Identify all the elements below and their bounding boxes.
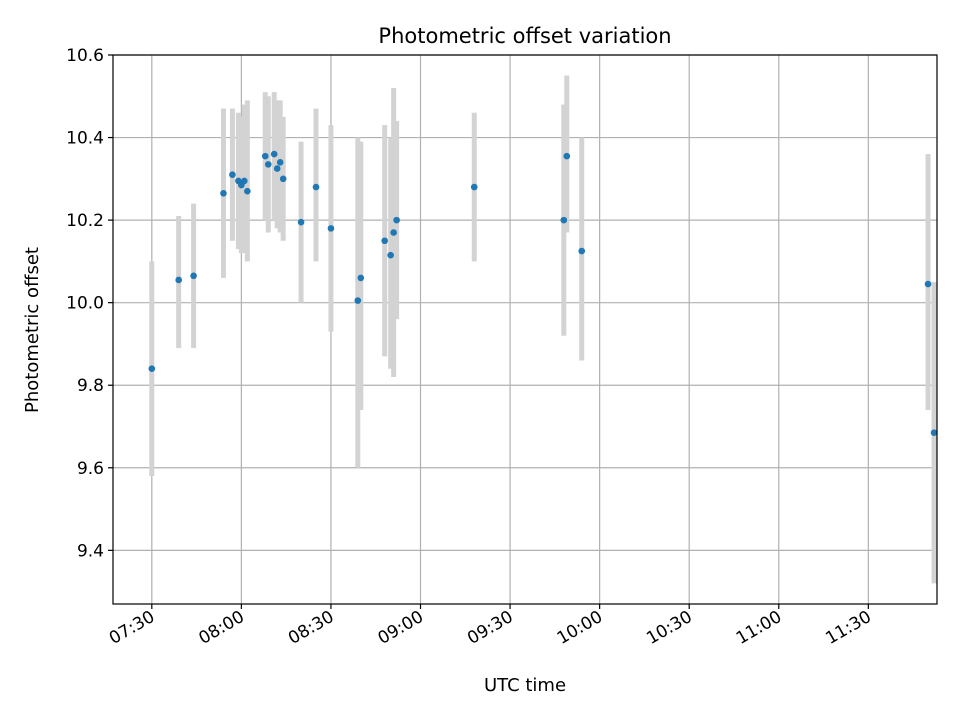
data-point bbox=[264, 161, 272, 168]
data-point bbox=[241, 177, 248, 185]
y-axis-label: Photometric offset bbox=[22, 247, 43, 413]
data-point bbox=[276, 159, 284, 166]
data-points bbox=[148, 150, 938, 436]
data-point bbox=[393, 216, 400, 224]
data-point bbox=[387, 251, 394, 259]
y-tick-label: 9.4 bbox=[77, 541, 104, 561]
x-axis-label: UTC time bbox=[484, 675, 566, 696]
data-point bbox=[273, 165, 281, 172]
data-point bbox=[270, 150, 278, 158]
data-point bbox=[390, 229, 397, 236]
y-tick-label: 10.0 bbox=[66, 294, 104, 314]
data-point bbox=[930, 429, 938, 436]
data-point bbox=[190, 272, 197, 280]
data-point bbox=[244, 187, 251, 195]
data-point bbox=[327, 225, 335, 232]
y-tick-label: 10.4 bbox=[66, 129, 104, 149]
y-tick-label: 9.8 bbox=[77, 376, 104, 396]
data-point bbox=[354, 297, 362, 304]
data-point bbox=[175, 276, 182, 284]
data-point bbox=[220, 189, 227, 197]
chart-title: Photometric offset variation bbox=[378, 24, 671, 48]
y-tick-label: 10.2 bbox=[66, 211, 104, 231]
data-point bbox=[279, 175, 287, 183]
data-point bbox=[261, 152, 269, 160]
data-point bbox=[578, 247, 586, 255]
data-point bbox=[563, 152, 571, 160]
data-point bbox=[297, 218, 305, 226]
y-axis-ticks: 9.4 9.6 9.8 10.0 10.2 10.4 10.6 bbox=[66, 46, 113, 561]
data-point bbox=[470, 183, 478, 191]
data-point bbox=[229, 171, 236, 179]
y-tick-label: 9.6 bbox=[77, 459, 104, 479]
y-tick-label: 10.6 bbox=[66, 46, 104, 66]
data-point bbox=[381, 237, 388, 245]
data-point bbox=[312, 183, 320, 191]
data-point bbox=[148, 365, 156, 373]
data-point bbox=[924, 280, 932, 288]
plot-frame bbox=[112, 54, 938, 605]
data-point bbox=[357, 274, 365, 282]
data-point bbox=[560, 216, 568, 224]
